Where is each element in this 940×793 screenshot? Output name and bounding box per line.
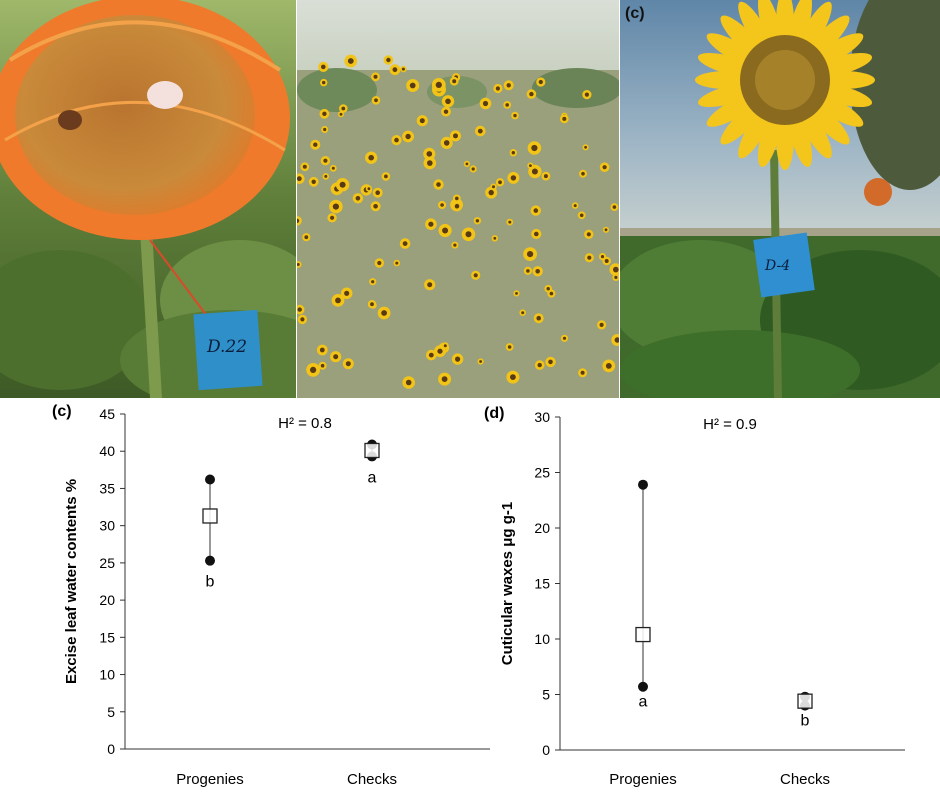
y-tick-label: 30 [534, 409, 550, 425]
chart-1: (c) H² = 0.8 0 5 10 15 20 25 30 35 40 45 Excise leaf… [52, 403, 490, 788]
mean-marker [797, 693, 813, 709]
photo-covered-sunflower [0, 0, 296, 398]
photo-tag-d4: D-4 [765, 258, 791, 274]
sunflower-field-image [297, 0, 619, 398]
chart-2: (d) H² = 0.9 0 5 10 15 20 25 30 Cuticular waxes μ… [484, 405, 905, 788]
mean-marker [364, 442, 380, 459]
photo-single-sunflower [620, 0, 940, 398]
panel-label: (c) [52, 403, 72, 420]
min-point [638, 681, 648, 692]
y-tick-label: 25 [99, 555, 115, 571]
y-tick-label: 30 [99, 518, 115, 534]
y-tick-label: 40 [99, 443, 115, 459]
significance-letter: b [206, 574, 215, 591]
min-point [205, 555, 215, 566]
max-point [205, 474, 215, 485]
y-axis-label: Excise leaf water contents % [63, 479, 80, 684]
y-tick-label: 35 [99, 480, 115, 496]
y-tick-label: 15 [534, 576, 550, 592]
y-tick-label: 10 [534, 631, 550, 647]
heritability-annotation: H² = 0.8 [278, 415, 332, 432]
charts-area: (c) H² = 0.8 0 5 10 15 20 25 30 35 40 45 Excise leaf… [0, 398, 940, 788]
y-tick-label: 10 [99, 667, 115, 683]
y-tick-label: 45 [99, 406, 115, 422]
x-category-label: Checks [780, 771, 830, 788]
panel-label: (d) [484, 405, 504, 422]
significance-letter: a [368, 469, 377, 486]
mean-marker [202, 508, 218, 524]
y-tick-label: 0 [542, 742, 550, 758]
x-category-label: Progenies [609, 771, 677, 788]
panel-label-photo-c: (c) [625, 5, 645, 22]
y-tick-label: 25 [534, 465, 550, 481]
significance-letter: a [639, 694, 648, 711]
max-point [638, 479, 648, 490]
x-category-label: Checks [347, 771, 397, 788]
photo-sunflower-field [297, 0, 619, 398]
y-tick-label: 0 [107, 741, 115, 757]
y-tick-label: 15 [99, 629, 115, 645]
significance-letter: b [801, 713, 810, 730]
y-tick-label: 20 [534, 520, 550, 536]
mean-marker [635, 626, 651, 643]
y-tick-label: 5 [542, 687, 550, 703]
y-tick-label: 5 [107, 704, 115, 720]
heritability-annotation: H² = 0.9 [703, 416, 757, 433]
y-tick-label: 20 [99, 592, 115, 608]
covered-sunflower-image [0, 0, 296, 398]
y-axis-label: Cuticular waxes μg g-1 [499, 502, 516, 665]
single-sunflower-image [620, 0, 940, 398]
x-category-label: Progenies [176, 771, 244, 788]
charts-svg: (c) H² = 0.8 0 5 10 15 20 25 30 35 40 45 Excise leaf… [52, 403, 905, 788]
photo-tag-d22: D.22 [207, 337, 248, 357]
